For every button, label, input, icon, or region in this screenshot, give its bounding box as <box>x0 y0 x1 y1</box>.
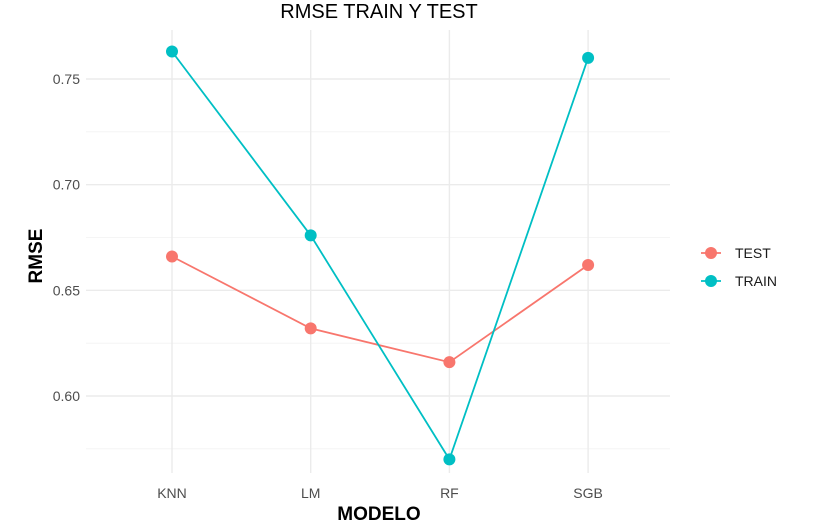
x-tick-label: KNN <box>157 485 187 501</box>
series-line-train <box>171 50 589 462</box>
x-tick-label: SGB <box>573 485 603 501</box>
legend-marker-train <box>705 275 717 287</box>
data-point-test <box>166 250 178 263</box>
series-layer <box>166 45 595 466</box>
legend-label-train: TRAIN <box>735 273 777 289</box>
data-point-test <box>304 322 317 335</box>
data-point-train <box>166 45 178 58</box>
y-axis-title: RMSE <box>26 229 47 284</box>
y-tick-label: 0.75 <box>53 71 80 87</box>
y-tick-label: 0.65 <box>53 282 80 298</box>
series-line-test <box>171 255 589 364</box>
legend: TEST TRAIN <box>701 245 777 289</box>
data-point-test <box>582 258 595 271</box>
chart-title: RMSE TRAIN Y TEST <box>280 1 477 23</box>
data-point-train <box>304 229 317 242</box>
x-tick-label: RF <box>440 485 459 501</box>
data-point-train <box>443 453 456 466</box>
y-axis-ticks: 0.60 0.65 0.70 0.75 <box>53 71 80 404</box>
x-axis-ticks: KNN LM RF SGB <box>157 485 603 501</box>
legend-marker-test <box>705 247 717 259</box>
y-tick-label: 0.60 <box>53 388 80 404</box>
x-tick-label: LM <box>301 485 320 501</box>
legend-label-test: TEST <box>735 245 771 261</box>
y-tick-label: 0.70 <box>53 177 80 193</box>
data-point-test <box>443 356 456 369</box>
data-point-train <box>582 51 595 64</box>
x-axis-title: MODELO <box>337 504 420 525</box>
